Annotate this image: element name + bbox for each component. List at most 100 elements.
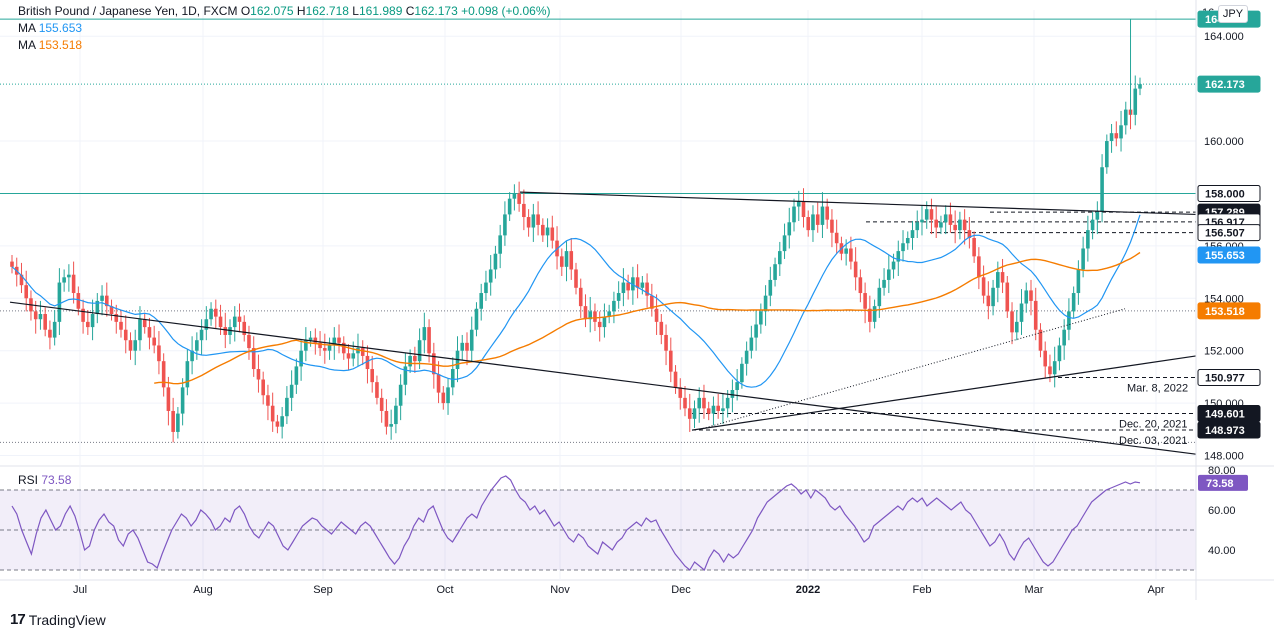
- candle-body: [318, 342, 322, 349]
- candle-body: [877, 287, 882, 307]
- brand-name: TradingView: [28, 611, 106, 628]
- candle-body: [223, 327, 228, 335]
- time-tick-label: Apr: [1147, 584, 1164, 596]
- candle-body: [678, 387, 683, 398]
- price-tag-label: 162.173: [1205, 79, 1245, 91]
- candle-body: [1038, 329, 1043, 351]
- candle-body: [413, 355, 417, 362]
- candle-body: [398, 384, 403, 406]
- candle-body: [351, 353, 356, 359]
- candle-body: [702, 397, 706, 409]
- open-label: O: [240, 4, 251, 18]
- price-tag: [1197, 224, 1261, 242]
- candle-body: [119, 321, 123, 330]
- candle-body: [687, 408, 692, 419]
- candle-body: [967, 230, 972, 238]
- candle-body: [109, 306, 114, 314]
- candle-body: [891, 261, 896, 270]
- candle-body: [323, 348, 327, 351]
- currency-button[interactable]: JPY: [1218, 5, 1248, 23]
- candle-body: [218, 316, 223, 328]
- candle-body: [289, 384, 294, 398]
- candle-body: [204, 319, 209, 330]
- annotations: Mar. 8, 2022 Dec. 20, 2021 Dec. 03, 2021: [1119, 382, 1188, 447]
- candle-body: [152, 337, 156, 346]
- candle-body: [583, 306, 588, 320]
- rsi-legend[interactable]: RSI 73.58: [18, 473, 71, 487]
- time-tick-label: Mar: [1025, 584, 1044, 596]
- candle-body: [24, 285, 29, 299]
- candle-body: [228, 327, 232, 335]
- candle-body: [1048, 366, 1052, 375]
- candle-body: [887, 269, 891, 280]
- candle-body: [100, 295, 104, 301]
- candle-body: [142, 319, 147, 328]
- candle-body: [868, 308, 872, 322]
- tradingview-footer[interactable]: 17 TradingView: [10, 611, 106, 628]
- price-tick-label: 164.000: [1204, 31, 1244, 43]
- dotted-trendline: [699, 308, 1126, 430]
- candle-body: [777, 251, 782, 265]
- candle-body: [934, 219, 939, 228]
- time-axis[interactable]: Jul Aug Sep Oct Nov Dec 2022 Feb Mar Apr: [73, 584, 1165, 596]
- candle-body: [1123, 109, 1128, 126]
- candle-body: [441, 392, 446, 404]
- price-tag-label: 158.000: [1205, 188, 1245, 200]
- price-tag: [1197, 246, 1261, 264]
- candle-body: [796, 201, 801, 207]
- candle-body: [901, 243, 905, 252]
- candle-body: [57, 282, 62, 322]
- candle-body: [1138, 84, 1142, 89]
- rsi-tick-label: 80.00: [1208, 465, 1236, 477]
- candle-body: [811, 214, 815, 231]
- rsi-tick-label: 40.00: [1208, 545, 1236, 557]
- price-tick-label: 154.000: [1204, 293, 1244, 305]
- upper-trendline: [519, 191, 1197, 216]
- candle-body: [820, 206, 825, 225]
- candle-body: [460, 342, 465, 351]
- candle-body: [171, 410, 175, 432]
- candle-body: [645, 282, 649, 296]
- candle-body: [185, 361, 190, 388]
- candle-body: [427, 327, 431, 354]
- rsi-line: [11, 475, 1141, 571]
- candle-body: [593, 311, 597, 322]
- ma-fast-legend[interactable]: MA 155.653: [18, 20, 82, 37]
- candle-body: [526, 217, 531, 228]
- candle-body: [90, 314, 95, 328]
- ma-slow-legend[interactable]: MA 153.518: [18, 37, 82, 54]
- candle-body: [801, 201, 806, 218]
- candle-body: [853, 261, 858, 278]
- low-value: 161.989: [358, 4, 403, 18]
- candle-body: [654, 308, 659, 322]
- candle-body: [1057, 345, 1062, 362]
- candle-body: [384, 410, 389, 427]
- candle-body: [81, 308, 85, 322]
- time-tick-label: Dec: [671, 584, 691, 596]
- candle-body: [574, 269, 578, 288]
- symbol-title[interactable]: British Pound / Japanese Yen, 1D, FXCM: [18, 4, 238, 18]
- candle-body: [759, 311, 763, 325]
- candle-body: [782, 235, 787, 252]
- candle-body: [1071, 293, 1076, 312]
- candle-body: [578, 287, 583, 307]
- candle-body: [237, 316, 242, 322]
- candle-body: [327, 345, 332, 351]
- candle-body: [1033, 300, 1038, 330]
- candle-body: [754, 324, 758, 338]
- grid-lines: [0, 10, 1274, 581]
- candle-body: [981, 277, 986, 296]
- price-tag-label: 150.977: [1205, 372, 1245, 384]
- candle-body: [299, 350, 303, 367]
- candle-body: [128, 340, 133, 351]
- candle-body: [507, 198, 512, 215]
- price-tags: 164.651162.173158.000157.289156.917156.5…: [1197, 10, 1261, 491]
- candle-body: [920, 219, 924, 223]
- candle-body: [725, 397, 730, 409]
- candle-body: [673, 371, 678, 388]
- candle-body: [161, 361, 166, 388]
- candle-body: [616, 293, 621, 301]
- candle-body: [958, 219, 962, 231]
- tradingview-logo-icon: 17: [10, 611, 26, 628]
